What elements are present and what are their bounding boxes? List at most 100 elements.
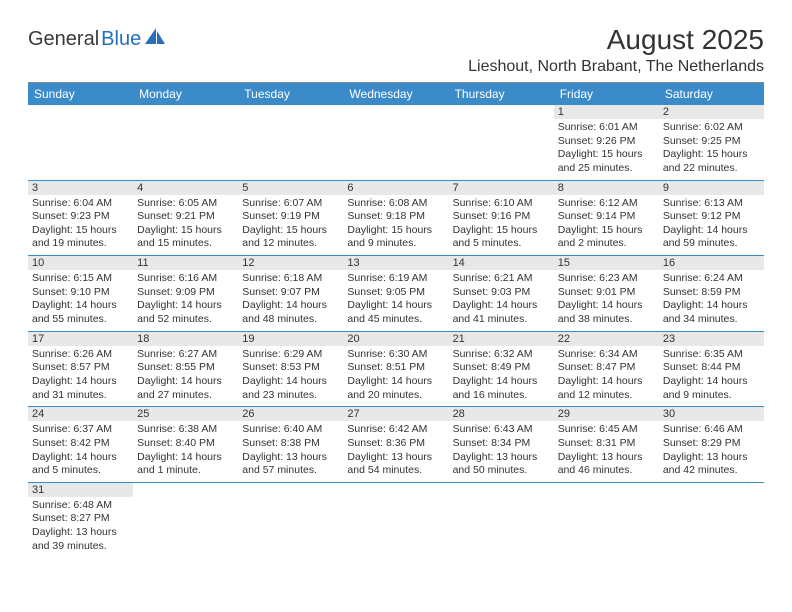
day-line: Sunrise: 6:34 AM: [558, 348, 655, 362]
day-number: 15: [554, 256, 659, 270]
calendar-cell: [343, 105, 448, 180]
day-number: 1: [554, 105, 659, 119]
day-line: Daylight: 14 hours: [137, 375, 234, 389]
calendar-head: SundayMondayTuesdayWednesdayThursdayFrid…: [28, 83, 764, 105]
day-number: 10: [28, 256, 133, 270]
calendar-week: 1Sunrise: 6:01 AMSunset: 9:26 PMDaylight…: [28, 105, 764, 180]
calendar-cell: 12Sunrise: 6:18 AMSunset: 9:07 PMDayligh…: [238, 256, 343, 332]
day-line: Sunset: 9:14 PM: [558, 210, 655, 224]
weekday-header: Tuesday: [238, 83, 343, 105]
day-body: Sunrise: 6:10 AMSunset: 9:16 PMDaylight:…: [449, 195, 554, 256]
day-number: 14: [449, 256, 554, 270]
day-line: and 22 minutes.: [663, 162, 760, 176]
day-number: 6: [343, 181, 448, 195]
day-line: and 23 minutes.: [242, 389, 339, 403]
calendar-cell: 11Sunrise: 6:16 AMSunset: 9:09 PMDayligh…: [133, 256, 238, 332]
calendar-cell: 24Sunrise: 6:37 AMSunset: 8:42 PMDayligh…: [28, 407, 133, 483]
day-body: Sunrise: 6:07 AMSunset: 9:19 PMDaylight:…: [238, 195, 343, 256]
day-number: 19: [238, 332, 343, 346]
day-line: and 15 minutes.: [137, 237, 234, 251]
day-line: Sunrise: 6:45 AM: [558, 423, 655, 437]
day-line: Sunset: 8:42 PM: [32, 437, 129, 451]
calendar-week: 17Sunrise: 6:26 AMSunset: 8:57 PMDayligh…: [28, 331, 764, 407]
day-line: and 16 minutes.: [453, 389, 550, 403]
day-number: 12: [238, 256, 343, 270]
calendar-cell: 29Sunrise: 6:45 AMSunset: 8:31 PMDayligh…: [554, 407, 659, 483]
day-line: and 54 minutes.: [347, 464, 444, 478]
day-line: Sunset: 8:27 PM: [32, 512, 129, 526]
calendar-cell: 6Sunrise: 6:08 AMSunset: 9:18 PMDaylight…: [343, 180, 448, 256]
day-number: 23: [659, 332, 764, 346]
day-line: and 12 minutes.: [558, 389, 655, 403]
day-line: Sunrise: 6:18 AM: [242, 272, 339, 286]
day-number: 25: [133, 407, 238, 421]
day-body: Sunrise: 6:12 AMSunset: 9:14 PMDaylight:…: [554, 195, 659, 256]
day-line: Daylight: 14 hours: [137, 299, 234, 313]
day-line: Daylight: 13 hours: [242, 451, 339, 465]
day-line: Sunset: 8:40 PM: [137, 437, 234, 451]
calendar-cell: 19Sunrise: 6:29 AMSunset: 8:53 PMDayligh…: [238, 331, 343, 407]
day-line: and 50 minutes.: [453, 464, 550, 478]
day-line: and 45 minutes.: [347, 313, 444, 327]
day-body: Sunrise: 6:24 AMSunset: 8:59 PMDaylight:…: [659, 270, 764, 331]
calendar-cell: [133, 482, 238, 557]
calendar-cell: 8Sunrise: 6:12 AMSunset: 9:14 PMDaylight…: [554, 180, 659, 256]
day-line: and 2 minutes.: [558, 237, 655, 251]
day-line: Daylight: 14 hours: [453, 375, 550, 389]
day-line: Daylight: 14 hours: [347, 375, 444, 389]
day-line: Sunrise: 6:38 AM: [137, 423, 234, 437]
day-line: Sunset: 9:01 PM: [558, 286, 655, 300]
day-line: and 12 minutes.: [242, 237, 339, 251]
day-body: Sunrise: 6:08 AMSunset: 9:18 PMDaylight:…: [343, 195, 448, 256]
day-line: Sunset: 9:19 PM: [242, 210, 339, 224]
day-line: and 34 minutes.: [663, 313, 760, 327]
day-body: Sunrise: 6:01 AMSunset: 9:26 PMDaylight:…: [554, 119, 659, 180]
day-number: 7: [449, 181, 554, 195]
day-line: Daylight: 15 hours: [242, 224, 339, 238]
day-number: 21: [449, 332, 554, 346]
day-body: Sunrise: 6:21 AMSunset: 9:03 PMDaylight:…: [449, 270, 554, 331]
day-line: Sunrise: 6:24 AM: [663, 272, 760, 286]
day-line: and 59 minutes.: [663, 237, 760, 251]
day-body: Sunrise: 6:32 AMSunset: 8:49 PMDaylight:…: [449, 346, 554, 407]
day-line: Sunrise: 6:04 AM: [32, 197, 129, 211]
day-number: 5: [238, 181, 343, 195]
day-number: 30: [659, 407, 764, 421]
day-line: Daylight: 15 hours: [137, 224, 234, 238]
day-line: Daylight: 14 hours: [347, 299, 444, 313]
day-body: Sunrise: 6:27 AMSunset: 8:55 PMDaylight:…: [133, 346, 238, 407]
month-title: August 2025: [468, 24, 764, 56]
day-line: Sunset: 9:23 PM: [32, 210, 129, 224]
day-number: 20: [343, 332, 448, 346]
day-number: 2: [659, 105, 764, 119]
day-line: Sunrise: 6:16 AM: [137, 272, 234, 286]
calendar-cell: 2Sunrise: 6:02 AMSunset: 9:25 PMDaylight…: [659, 105, 764, 180]
calendar-cell: 21Sunrise: 6:32 AMSunset: 8:49 PMDayligh…: [449, 331, 554, 407]
header: GeneralBlue August 2025 Lieshout, North …: [28, 24, 764, 76]
day-line: Sunrise: 6:15 AM: [32, 272, 129, 286]
day-body: Sunrise: 6:02 AMSunset: 9:25 PMDaylight:…: [659, 119, 764, 180]
day-line: Sunrise: 6:10 AM: [453, 197, 550, 211]
day-line: Sunrise: 6:43 AM: [453, 423, 550, 437]
day-line: Sunrise: 6:21 AM: [453, 272, 550, 286]
day-line: Sunset: 9:18 PM: [347, 210, 444, 224]
day-body: Sunrise: 6:35 AMSunset: 8:44 PMDaylight:…: [659, 346, 764, 407]
calendar-cell: 18Sunrise: 6:27 AMSunset: 8:55 PMDayligh…: [133, 331, 238, 407]
day-line: and 48 minutes.: [242, 313, 339, 327]
day-number: 27: [343, 407, 448, 421]
calendar-cell: [449, 105, 554, 180]
day-line: Daylight: 15 hours: [453, 224, 550, 238]
day-number: 22: [554, 332, 659, 346]
day-body: Sunrise: 6:19 AMSunset: 9:05 PMDaylight:…: [343, 270, 448, 331]
day-line: Daylight: 14 hours: [663, 375, 760, 389]
day-line: Daylight: 14 hours: [32, 375, 129, 389]
day-line: Sunset: 9:07 PM: [242, 286, 339, 300]
day-line: Sunrise: 6:02 AM: [663, 121, 760, 135]
day-line: Sunset: 9:16 PM: [453, 210, 550, 224]
day-line: Daylight: 14 hours: [558, 299, 655, 313]
calendar-cell: 23Sunrise: 6:35 AMSunset: 8:44 PMDayligh…: [659, 331, 764, 407]
weekday-header: Saturday: [659, 83, 764, 105]
day-line: and 52 minutes.: [137, 313, 234, 327]
day-line: and 41 minutes.: [453, 313, 550, 327]
day-line: Daylight: 14 hours: [32, 451, 129, 465]
